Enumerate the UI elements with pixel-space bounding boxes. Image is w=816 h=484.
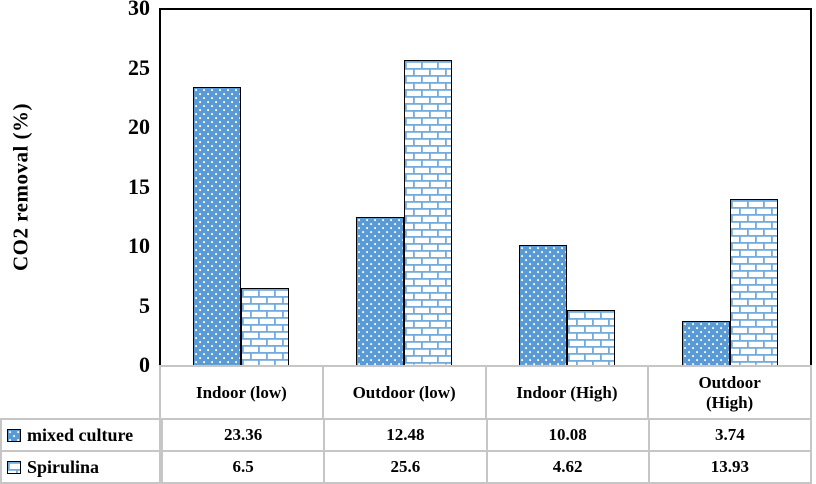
value-cell: 3.74 (647, 420, 810, 450)
y-tick-label: 5 (139, 292, 150, 318)
category-header-row: Indoor (low) Outdoor (low) Indoor (High) Ou… (159, 365, 812, 418)
legend-cell: Spirulina (2, 452, 161, 482)
value-cell: 10.08 (485, 420, 648, 450)
y-tick-label: 20 (128, 114, 150, 139)
bar-Spirulina-0 (240, 287, 289, 365)
y-tick-label: 10 (128, 233, 150, 258)
category-label: Indoor (High) (484, 367, 648, 418)
bar-mixed-culture-1 (355, 216, 404, 365)
bar-mixed-culture-2 (519, 245, 568, 365)
series-row-mixed-culture: mixed culture 23.36 12.48 10.08 3.74 (0, 418, 812, 450)
bar-mixed-culture-3 (682, 320, 731, 365)
category-label: Outdoor (low) (321, 367, 485, 418)
legend-key-icon (7, 428, 21, 442)
bar-Spirulina-3 (730, 199, 779, 365)
value-cell: 13.93 (647, 452, 810, 482)
value-cell: 12.48 (323, 420, 485, 450)
value-cell: 4.62 (485, 452, 648, 482)
y-tick-label: 30 (128, 0, 150, 20)
legend-label: mixed culture (27, 424, 134, 445)
value-cell: 25.6 (323, 452, 485, 482)
value-cell: 23.36 (161, 420, 323, 450)
series-row-Spirulina: Spirulina 6.5 25.6 4.62 13.93 (0, 450, 812, 484)
y-tick-label: 15 (128, 173, 150, 199)
bar-Spirulina-1 (403, 60, 452, 365)
legend-label: Spirulina (27, 456, 100, 477)
plot-area (159, 8, 812, 365)
y-tick-label: 25 (128, 54, 150, 80)
bar-mixed-culture-0 (192, 87, 241, 365)
category-label: Indoor (low) (195, 382, 287, 402)
legend-cell: mixed culture (2, 420, 161, 450)
data-table: Indoor (low) Outdoor (low) Indoor (High) Ou… (0, 365, 812, 484)
y-tick-label: 0 (139, 352, 150, 377)
value-cell: 6.5 (161, 452, 323, 482)
legend-key-icon (7, 460, 21, 474)
category-label: Outdoor (High) (647, 367, 810, 418)
bar-Spirulina-2 (567, 310, 616, 365)
